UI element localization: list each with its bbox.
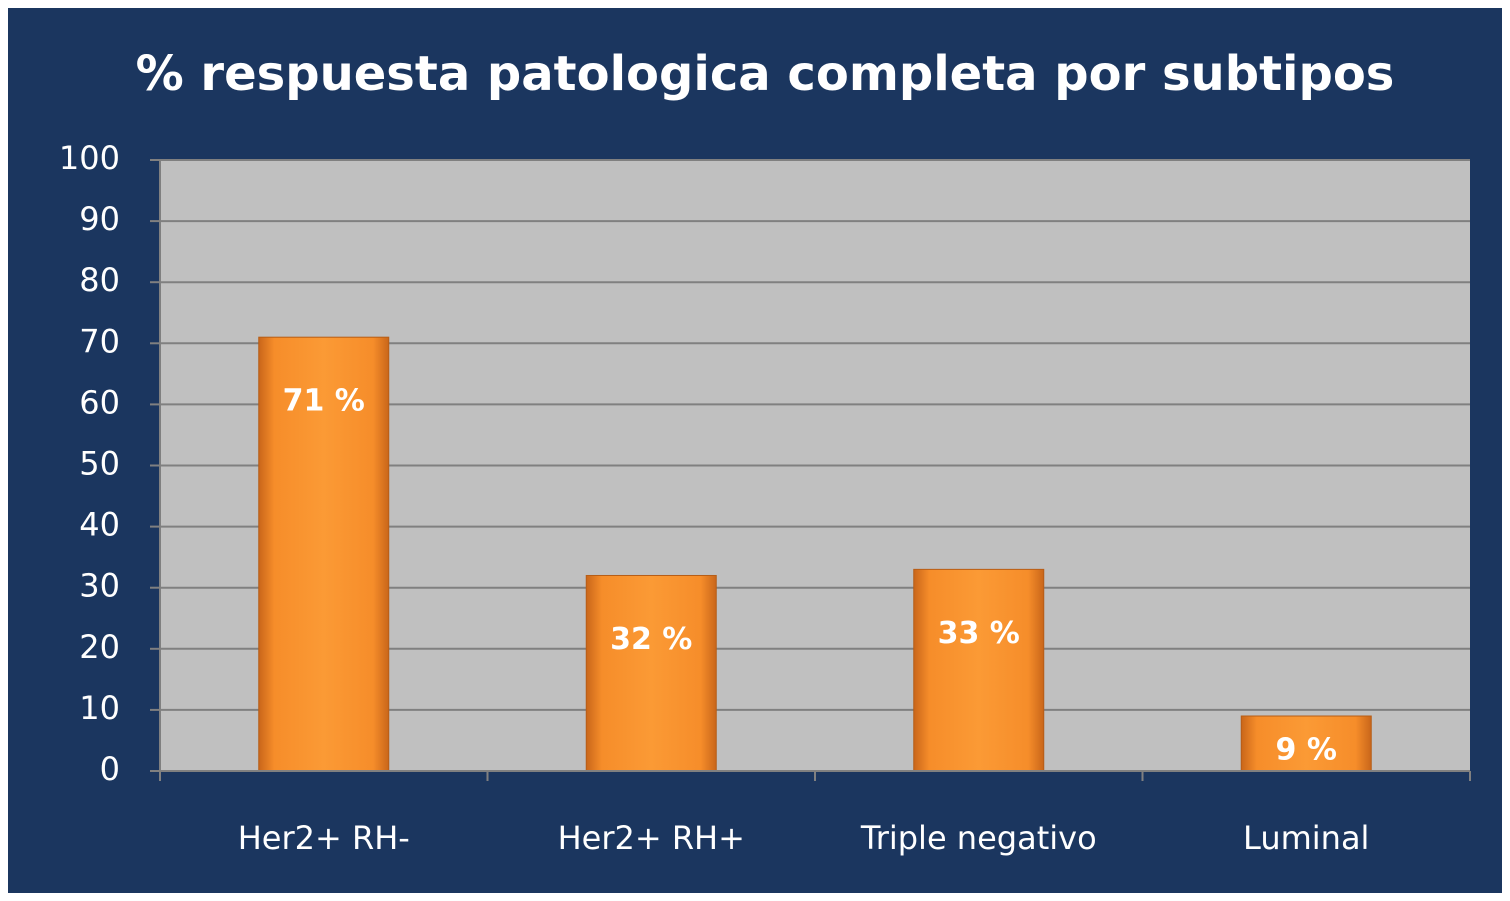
bar — [913, 568, 1045, 772]
value-label: 9 % — [1276, 733, 1337, 768]
y-tick-label: 90 — [79, 200, 120, 238]
y-tick-label: 70 — [79, 322, 120, 360]
y-tick-label: 10 — [79, 689, 120, 727]
y-tick-label: 50 — [79, 445, 120, 483]
bar — [1240, 715, 1372, 772]
x-tick-label: Triple negativo — [860, 819, 1097, 857]
y-tick-label: 60 — [79, 383, 120, 421]
y-tick-label: 100 — [59, 139, 120, 177]
y-tick-label: 40 — [79, 506, 120, 544]
value-label: 71 % — [283, 384, 365, 419]
y-tick-label: 30 — [79, 567, 120, 605]
x-tick-label: Luminal — [1243, 819, 1369, 857]
value-label: 32 % — [610, 622, 692, 657]
chart-title: % respuesta patologica completa por subt… — [136, 46, 1395, 102]
bar — [585, 574, 717, 772]
value-label: 33 % — [938, 616, 1020, 651]
x-tick-label: Her2+ RH- — [238, 819, 410, 857]
y-tick-label: 20 — [79, 628, 120, 666]
y-tick-label: 80 — [79, 261, 120, 299]
bar — [258, 336, 390, 772]
x-tick-label: Her2+ RH+ — [558, 819, 745, 857]
y-tick-label: 0 — [100, 750, 120, 788]
